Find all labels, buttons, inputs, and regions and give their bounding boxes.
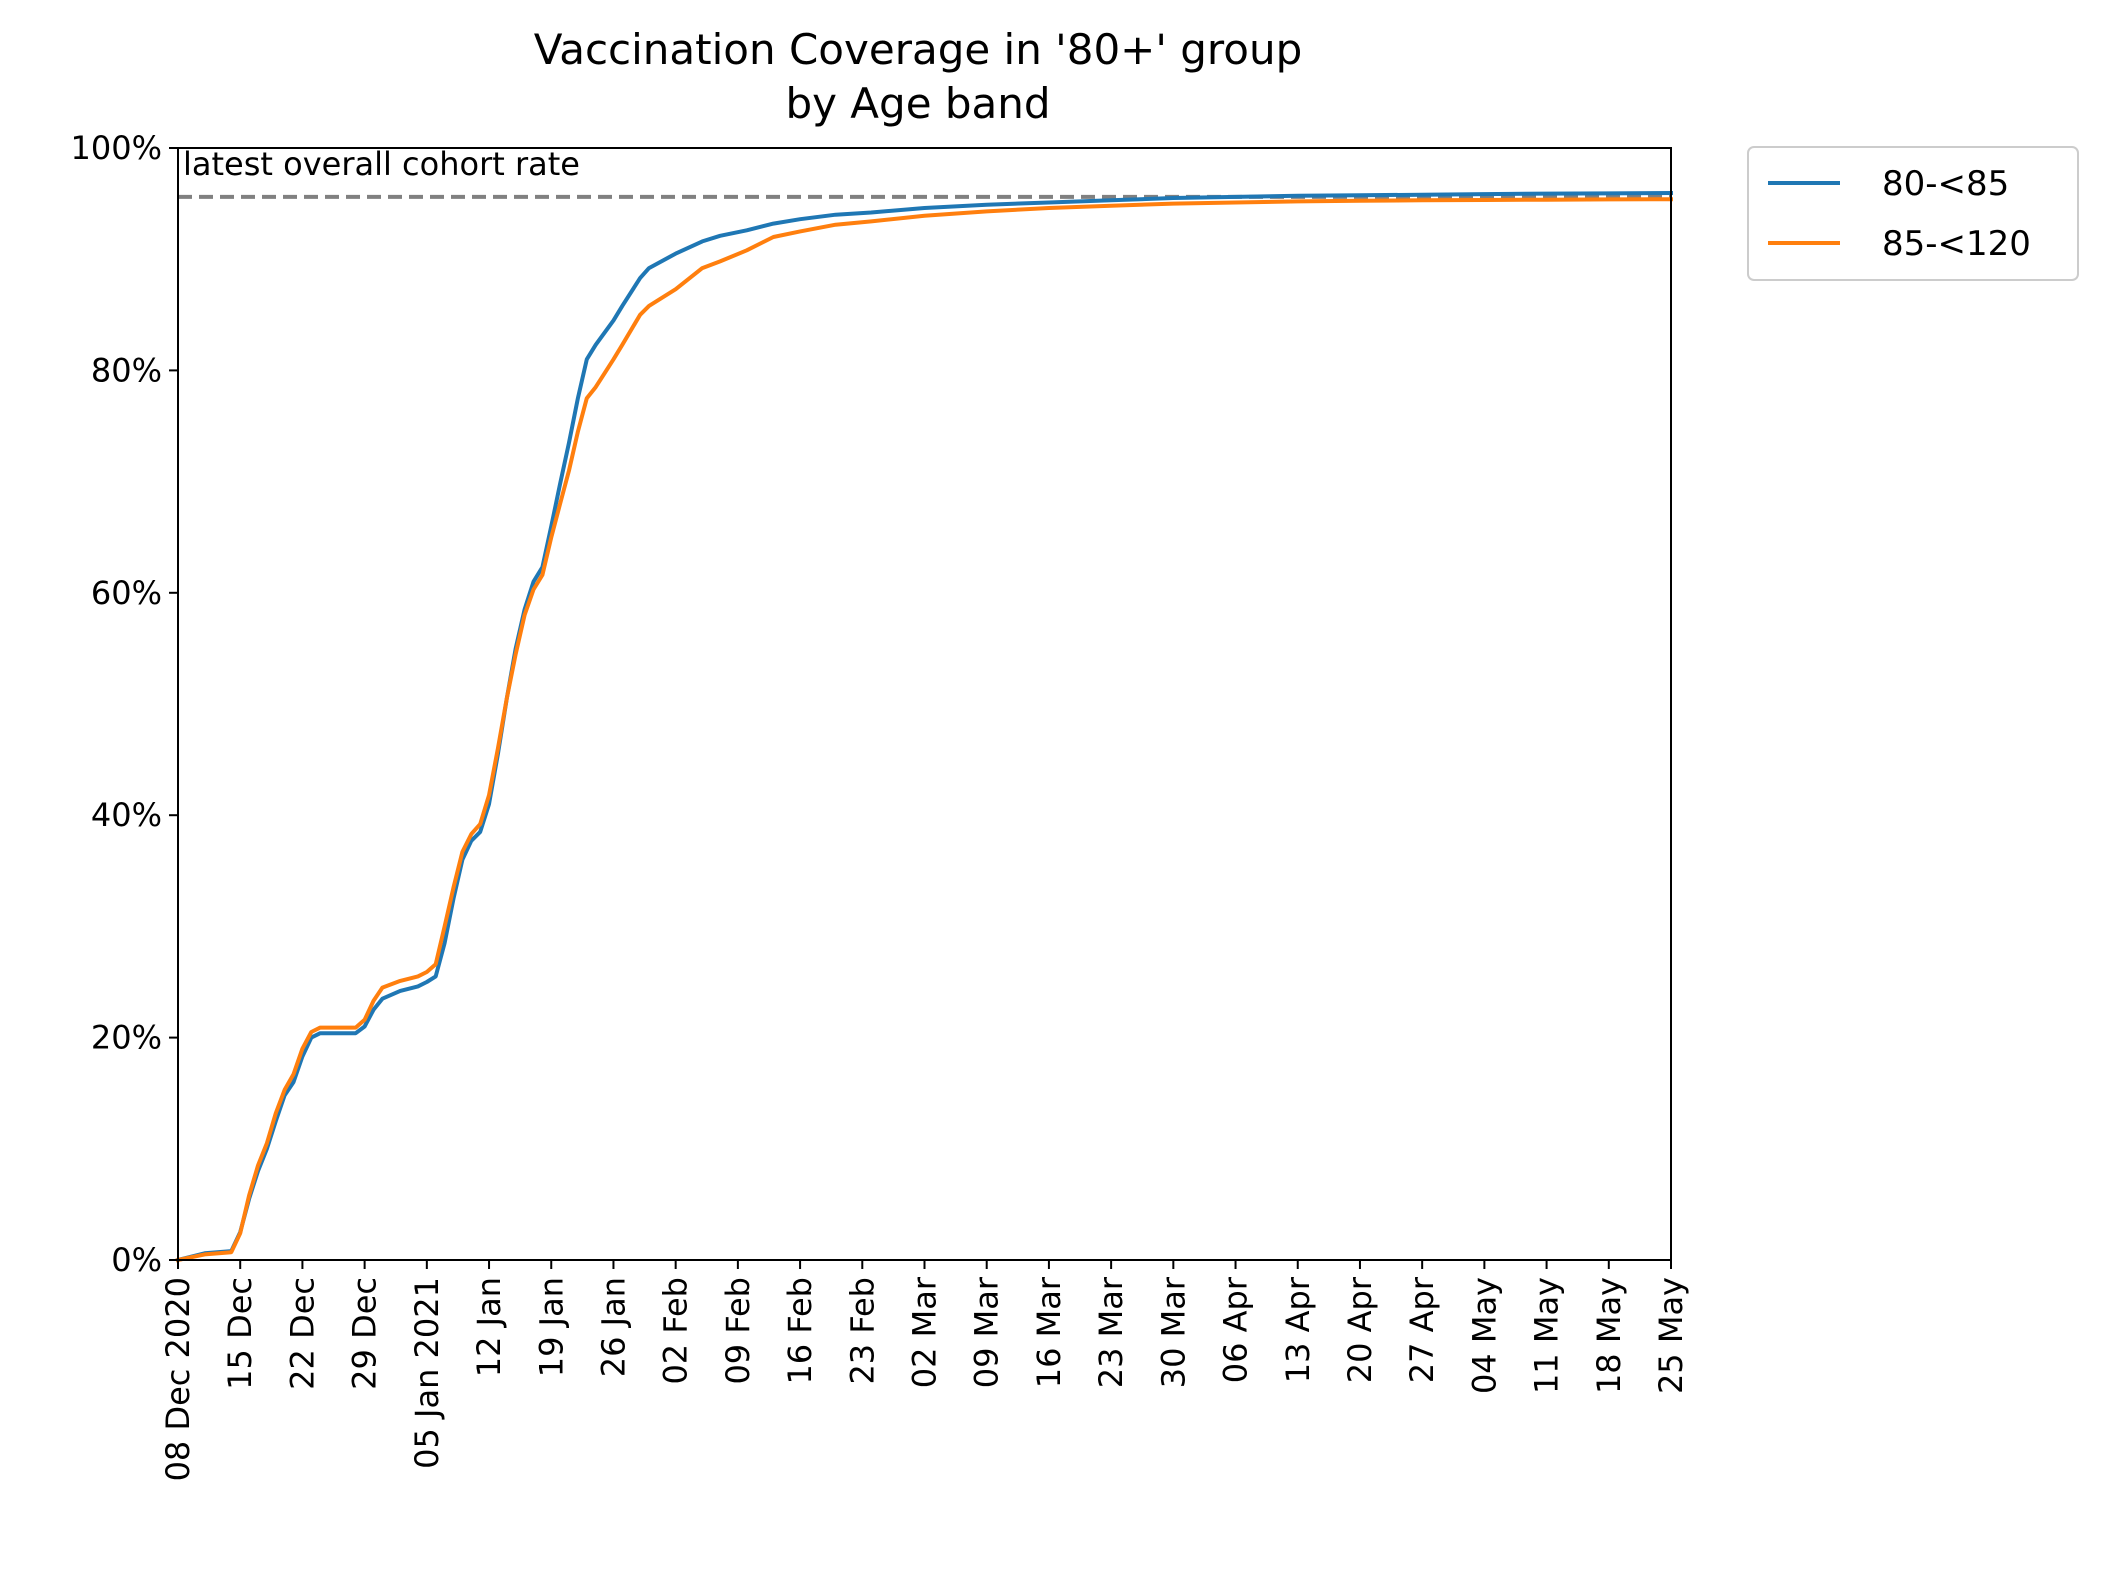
x-tick-label: 16 Mar: [1030, 1276, 1068, 1388]
y-tick-label: 80%: [91, 351, 162, 389]
x-tick-label: 15 Dec: [221, 1277, 259, 1390]
x-tick-label: 06 Apr: [1217, 1276, 1255, 1383]
y-tick-label: 100%: [71, 129, 162, 167]
x-tick-label: 23 Feb: [843, 1277, 881, 1385]
series-line-80-85: [175, 190, 1674, 1263]
x-tick-label: 19 Jan: [532, 1277, 570, 1377]
x-tick-label: 30 Mar: [1154, 1276, 1192, 1388]
x-tick-label: 05 Jan 2021: [408, 1277, 446, 1469]
y-tick-label: 60%: [91, 574, 162, 612]
legend-frame: [1747, 146, 2079, 281]
series-line-85-120: [175, 197, 1674, 1263]
axes-frame: [177, 147, 1672, 1261]
y-tick-label: 20%: [91, 1019, 162, 1057]
x-tick-label: 02 Feb: [657, 1277, 695, 1385]
y-tick-label: 40%: [91, 796, 162, 834]
x-tick-label: 08 Dec 2020: [159, 1277, 197, 1481]
x-tick-label: 16 Feb: [781, 1277, 819, 1385]
x-tick-label: 18 May: [1590, 1277, 1628, 1394]
x-tick-label: 12 Jan: [470, 1277, 508, 1377]
x-tick-label: 04 May: [1465, 1277, 1503, 1394]
x-tick-label: 25 May: [1652, 1277, 1690, 1394]
x-tick-label: 09 Feb: [719, 1277, 757, 1385]
reference-line-label: latest overall cohort rate: [183, 145, 580, 183]
plot-area: 0% 20% 40% 60% 80% 100% 08 Dec 2020 15 Dec 22 De…: [71, 129, 1690, 1481]
y-tick-label: 0%: [111, 1241, 162, 1279]
x-tick-label: 23 Mar: [1092, 1276, 1130, 1388]
x-tick-label: 26 Jan: [595, 1277, 633, 1377]
x-tick-label: 29 Dec: [346, 1277, 384, 1390]
legend-label-85-120: 85-<120: [1882, 224, 2031, 264]
chart-subtitle: by Age band: [785, 79, 1050, 128]
x-tick-label: 11 May: [1528, 1277, 1566, 1394]
x-tick-label: 22 Dec: [283, 1277, 321, 1390]
x-tick-label: 02 Mar: [906, 1276, 944, 1388]
chart-title: Vaccination Coverage in '80+' group: [534, 25, 1303, 74]
legend: 80-<85 85-<120: [1747, 146, 2079, 281]
x-tick-label: 20 Apr: [1341, 1276, 1379, 1383]
legend-label-80-85: 80-<85: [1882, 164, 2009, 204]
x-tick-label: 09 Mar: [968, 1276, 1006, 1388]
x-tick-label: 27 Apr: [1403, 1276, 1441, 1383]
x-tick-label: 13 Apr: [1279, 1276, 1317, 1383]
